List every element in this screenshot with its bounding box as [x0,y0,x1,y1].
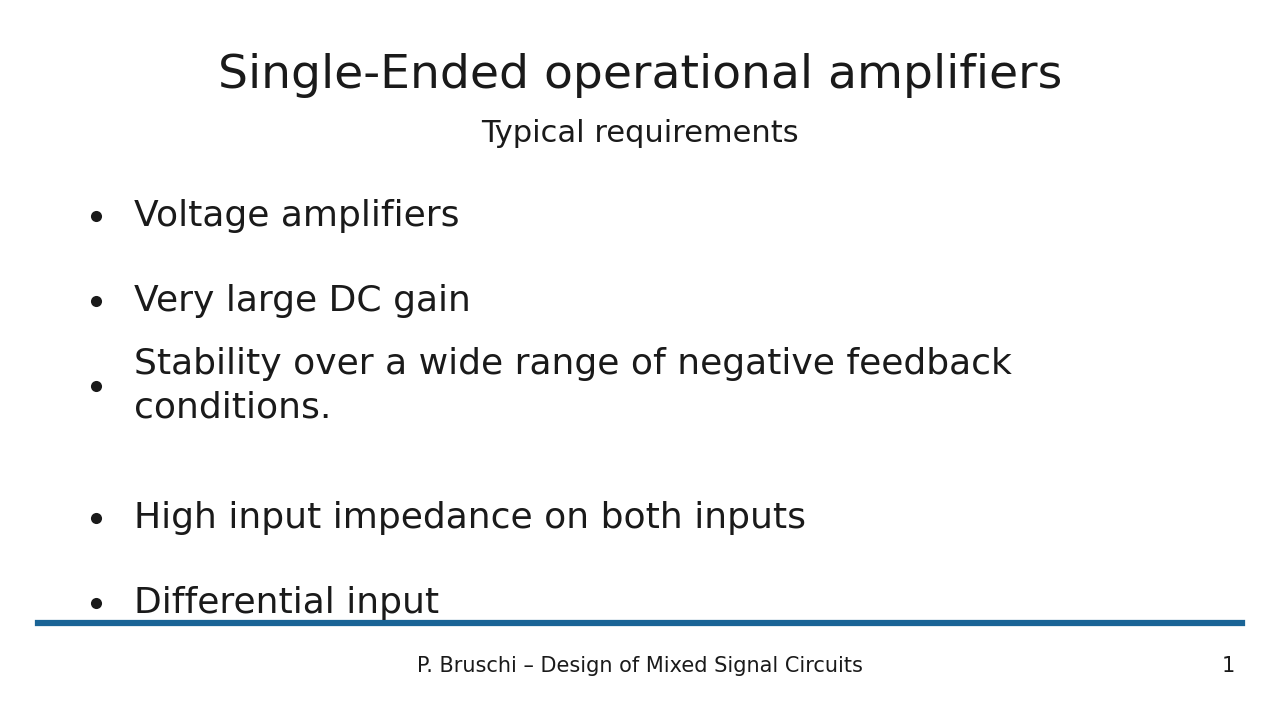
Text: Very large DC gain: Very large DC gain [134,284,471,318]
Text: P. Bruschi – Design of Mixed Signal Circuits: P. Bruschi – Design of Mixed Signal Circ… [417,656,863,676]
Text: Stability over a wide range of negative feedback
conditions.: Stability over a wide range of negative … [134,347,1012,425]
Text: Typical requirements: Typical requirements [481,119,799,148]
Text: High input impedance on both inputs: High input impedance on both inputs [134,500,806,535]
Text: 1: 1 [1222,656,1235,676]
Text: Differential input: Differential input [134,585,439,620]
Text: Single-Ended operational amplifiers: Single-Ended operational amplifiers [218,53,1062,98]
Text: Voltage amplifiers: Voltage amplifiers [134,199,460,233]
